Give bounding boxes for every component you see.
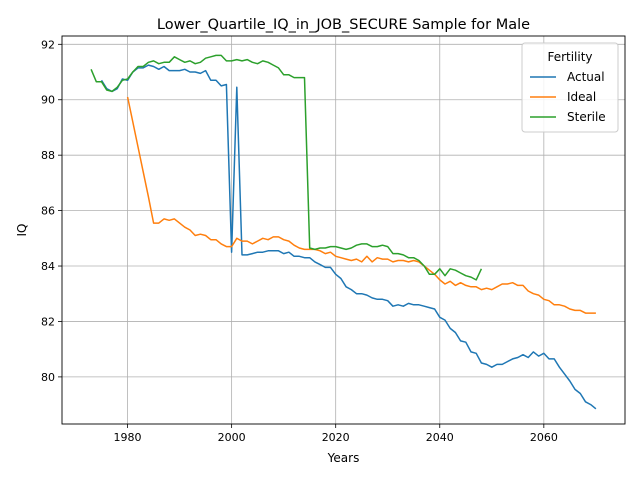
x-tick-label: 2040 (426, 431, 454, 444)
x-tick-label: 2000 (218, 431, 246, 444)
series-line-sterile (90, 54, 483, 281)
legend-title: Fertility (547, 50, 592, 64)
y-tick-label: 82 (41, 315, 55, 328)
series-lines (90, 54, 597, 410)
legend-box (521, 42, 619, 133)
chart-title: Lower_Quartile_IQ_in_JOB_SECURE Sample f… (157, 17, 530, 33)
x-tick-label: 2060 (530, 431, 558, 444)
x-tick-label: 2020 (322, 431, 350, 444)
legend-label-ideal: Ideal (567, 90, 596, 104)
legend-label-actual: Actual (567, 70, 605, 84)
x-tick-label: 1980 (114, 431, 142, 444)
y-tick-label: 92 (41, 38, 55, 51)
y-axis-label: IQ (15, 224, 29, 237)
legend-label-sterile: Sterile (567, 110, 606, 124)
y-axis: 80 82 84 86 88 90 92 (41, 38, 62, 384)
plot-frame (61, 35, 626, 425)
x-axis: 1980 2000 2020 2040 2060 (114, 424, 558, 444)
y-tick-label: 84 (41, 260, 55, 273)
x-axis-label: Years (327, 451, 360, 465)
y-tick-label: 86 (41, 205, 55, 218)
y-tick-label: 90 (41, 94, 55, 107)
y-tick-label: 88 (41, 149, 55, 162)
legend-entries: Actual Ideal Sterile (530, 70, 606, 124)
series-line-ideal (126, 96, 596, 314)
y-tick-label: 80 (41, 371, 55, 384)
series-line-actual (100, 64, 597, 410)
legend: Fertility Actual Ideal Sterile (521, 42, 619, 133)
